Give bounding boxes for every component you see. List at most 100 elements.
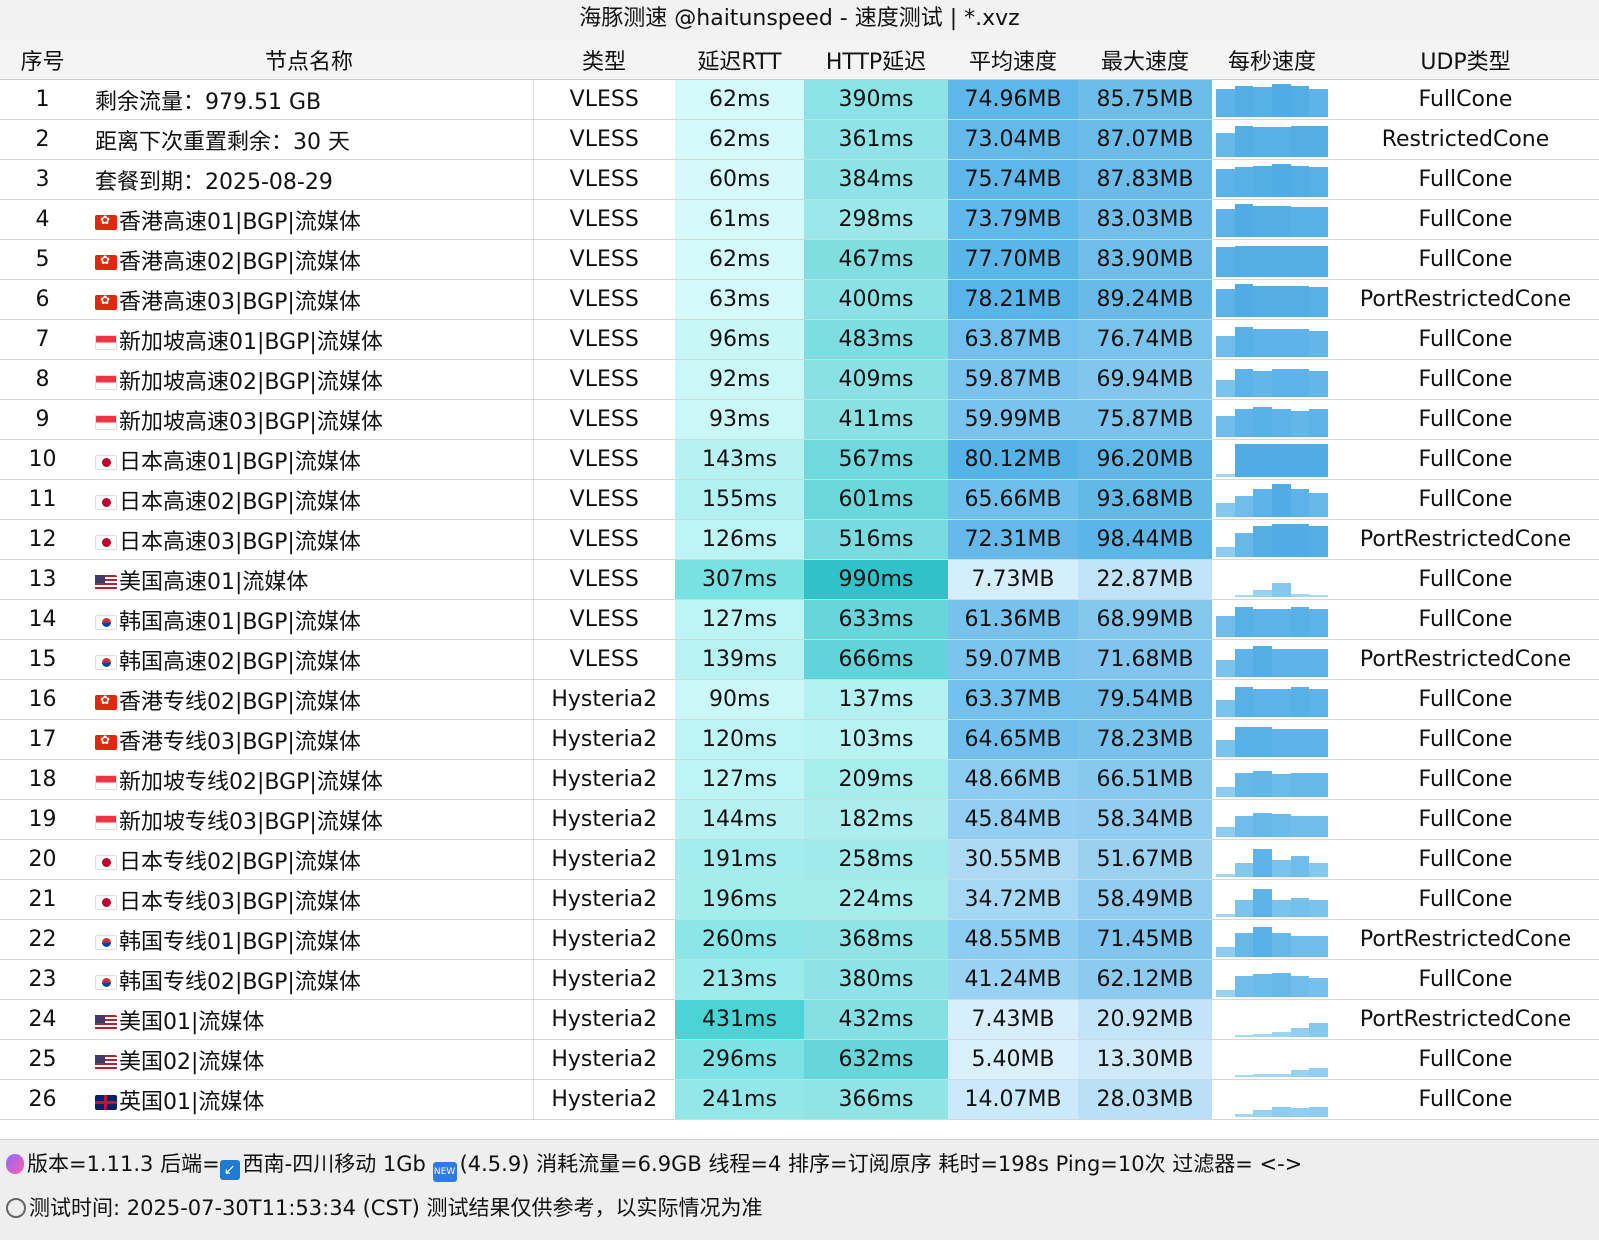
sparkline-bar xyxy=(1253,407,1273,437)
http-latency-value: 432ms xyxy=(804,999,948,1040)
max-speed-value-text: 83.03MB xyxy=(1096,207,1194,232)
udp-type-value-text: FullCone xyxy=(1418,687,1513,712)
row-index: 6 xyxy=(0,279,85,320)
rtt-value: 307ms xyxy=(675,559,804,600)
sparkline-bar xyxy=(1309,1068,1329,1077)
speed-sparkline xyxy=(1212,199,1332,240)
table-row[interactable]: 25 美国02|流媒体 Hysteria2 296ms 632ms 5.40MB 13.30… xyxy=(0,1039,1599,1080)
col-type[interactable]: 类型 xyxy=(533,40,675,80)
table-row[interactable]: 11 日本高速02|BGP|流媒体 VLESS 155ms 601ms 65.66MB 93… xyxy=(0,479,1599,520)
sparkline-bar xyxy=(1309,609,1329,637)
table-row[interactable]: 13 美国高速01|流媒体 VLESS 307ms 990ms 7.73MB 22.87MB… xyxy=(0,559,1599,600)
udp-type-value: FullCone xyxy=(1332,79,1599,120)
sparkline-bar xyxy=(1272,163,1291,197)
sparkline-bar xyxy=(1216,546,1235,557)
table-row[interactable]: 20 日本专线02|BGP|流媒体 Hysteria2 191ms 258ms 30.55… xyxy=(0,839,1599,880)
sparkline-bar xyxy=(1290,410,1310,437)
table-row[interactable]: 3 套餐到期：2025-08-29 VLESS 60ms 384ms 75.74MB 87.… xyxy=(0,159,1599,200)
col-http-latency[interactable]: HTTP延迟 xyxy=(804,40,948,80)
row-index: 24 xyxy=(0,999,85,1040)
table-row[interactable]: 18 新加坡专线02|BGP|流媒体 Hysteria2 127ms 209ms 48.6… xyxy=(0,759,1599,800)
max-speed-value: 51.67MB xyxy=(1078,839,1212,880)
table-row[interactable]: 21 日本专线03|BGP|流媒体 Hysteria2 196ms 224ms 34.72… xyxy=(0,879,1599,920)
table-row[interactable]: 15 韩国高速02|BGP|流媒体 VLESS 139ms 666ms 59.07MB 71… xyxy=(0,639,1599,680)
http-latency-value-text: 258ms xyxy=(838,847,914,872)
rtt-value: 144ms xyxy=(675,799,804,840)
max-speed-value-text: 66.51MB xyxy=(1096,767,1194,792)
udp-type-value-text: FullCone xyxy=(1418,887,1513,912)
node-name: 新加坡高速02|BGP|流媒体 xyxy=(85,359,534,400)
sparkline-bar xyxy=(1253,165,1273,197)
avg-speed-value-text: 75.74MB xyxy=(964,167,1062,192)
table-row[interactable]: 10 日本高速01|BGP|流媒体 VLESS 143ms 567ms 80.12MB 96… xyxy=(0,439,1599,480)
node-name: 套餐到期：2025-08-29 xyxy=(85,159,534,200)
node-type: VLESS xyxy=(533,239,675,280)
speed-sparkline xyxy=(1212,799,1332,840)
table-row[interactable]: 22 韩国专线01|BGP|流媒体 Hysteria2 260ms 368ms 48.55… xyxy=(0,919,1599,960)
row-index-text: 12 xyxy=(28,527,57,552)
max-speed-value-text: 51.67MB xyxy=(1096,847,1194,872)
avg-speed-value: 77.70MB xyxy=(948,239,1078,280)
max-speed-value: 85.75MB xyxy=(1078,79,1212,120)
table-row[interactable]: 16 香港专线02|BGP|流媒体 Hysteria2 90ms 137ms 63.37M… xyxy=(0,679,1599,720)
rtt-value-text: 431ms xyxy=(702,1007,777,1032)
speed-sparkline xyxy=(1212,479,1332,520)
col-avg-speed[interactable]: 平均速度 xyxy=(948,40,1078,80)
rtt-value-text: 307ms xyxy=(702,567,777,592)
node-type-text: Hysteria2 xyxy=(551,1087,658,1112)
table-row[interactable]: 8 新加坡高速02|BGP|流媒体 VLESS 92ms 409ms 59.87MB 69.… xyxy=(0,359,1599,400)
table-row[interactable]: 4 香港高速01|BGP|流媒体 VLESS 61ms 298ms 73.79MB 83.0… xyxy=(0,199,1599,240)
sparkline-bar xyxy=(1253,974,1273,997)
node-name: 美国01|流媒体 xyxy=(85,999,534,1040)
sparkline-bar xyxy=(1309,1023,1329,1037)
udp-type-value-text: FullCone xyxy=(1418,727,1513,752)
table-row[interactable]: 14 韩国高速01|BGP|流媒体 VLESS 127ms 633ms 61.36MB 68… xyxy=(0,599,1599,640)
table-row[interactable]: 23 韩国专线02|BGP|流媒体 Hysteria2 213ms 380ms 41.24… xyxy=(0,959,1599,1000)
table-row[interactable]: 7 新加坡高速01|BGP|流媒体 VLESS 96ms 483ms 63.87MB 76.… xyxy=(0,319,1599,360)
max-speed-value-text: 58.34MB xyxy=(1096,807,1194,832)
avg-speed-value-text: 48.55MB xyxy=(964,927,1062,952)
sparkline-bar xyxy=(1216,786,1235,797)
table-row[interactable]: 2 距离下次重置剩余：30 天 VLESS 62ms 361ms 73.04MB 87.07… xyxy=(0,119,1599,160)
node-name-text: 英国01|流媒体 xyxy=(119,1089,265,1115)
http-latency-value-text: 368ms xyxy=(838,927,914,952)
col-node-name[interactable]: 节点名称 xyxy=(85,40,533,80)
col-per-second-speed[interactable]: 每秒速度 xyxy=(1212,40,1332,80)
table-row[interactable]: 19 新加坡专线03|BGP|流媒体 Hysteria2 144ms 182ms 45.8… xyxy=(0,799,1599,840)
table-row[interactable]: 6 香港高速03|BGP|流媒体 VLESS 63ms 400ms 78.21MB 89.2… xyxy=(0,279,1599,320)
col-index[interactable]: 序号 xyxy=(0,40,85,80)
sparkline-bar xyxy=(1216,289,1235,317)
http-latency-value: 182ms xyxy=(804,799,948,840)
sparkline-bar xyxy=(1272,814,1291,837)
row-index-text: 21 xyxy=(28,887,57,912)
sparkline-bar xyxy=(1216,913,1235,917)
max-speed-value: 75.87MB xyxy=(1078,399,1212,440)
table-row[interactable]: 9 新加坡高速03|BGP|流媒体 VLESS 93ms 411ms 59.99MB 75.… xyxy=(0,399,1599,440)
sparkline-bar xyxy=(1272,583,1291,597)
table-row[interactable]: 1 剩余流量：979.51 GB VLESS 62ms 390ms 74.96MB 85.7… xyxy=(0,79,1599,120)
col-max-speed[interactable]: 最大速度 xyxy=(1078,40,1212,80)
row-index-text: 8 xyxy=(35,367,50,392)
rtt-value-text: 61ms xyxy=(709,207,770,232)
sparkline-bar xyxy=(1309,1106,1329,1117)
row-index-text: 15 xyxy=(28,647,57,672)
speed-sparkline xyxy=(1212,239,1332,280)
table-row[interactable]: 24 美国01|流媒体 Hysteria2 431ms 432ms 7.43MB 20.92… xyxy=(0,999,1599,1040)
sparkline-bar xyxy=(1309,409,1329,437)
sparkline-bar xyxy=(1290,523,1310,557)
rtt-value-text: 139ms xyxy=(702,647,777,672)
sparkline-bar xyxy=(1216,659,1235,677)
sparkline-bar xyxy=(1290,443,1310,477)
max-speed-value-text: 75.87MB xyxy=(1096,407,1194,432)
table-row[interactable]: 17 香港专线03|BGP|流媒体 Hysteria2 120ms 103ms 64.65… xyxy=(0,719,1599,760)
sparkline-bar xyxy=(1234,1035,1254,1037)
node-type: VLESS xyxy=(533,359,675,400)
table-row[interactable]: 5 香港高速02|BGP|流媒体 VLESS 62ms 467ms 77.70MB 83.9… xyxy=(0,239,1599,280)
sparkline-bar xyxy=(1216,416,1235,437)
table-row[interactable]: 26 英国01|流媒体 Hysteria2 241ms 366ms 14.07MB 28.0… xyxy=(0,1079,1599,1120)
col-rtt[interactable]: 延迟RTT xyxy=(675,40,804,80)
table-row[interactable]: 12 日本高速03|BGP|流媒体 VLESS 126ms 516ms 72.31MB 98… xyxy=(0,519,1599,560)
rtt-value-text: 213ms xyxy=(702,967,777,992)
rtt-value-text: 126ms xyxy=(702,527,777,552)
col-udp-type[interactable]: UDP类型 xyxy=(1332,40,1599,80)
